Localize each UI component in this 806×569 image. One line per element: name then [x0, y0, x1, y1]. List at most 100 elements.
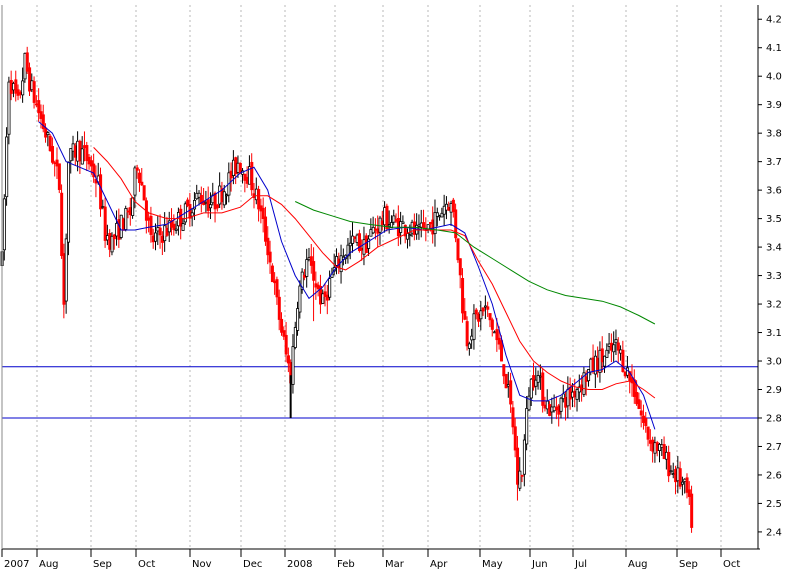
candle-body — [238, 162, 242, 174]
candle-body — [646, 426, 650, 440]
candle-body — [51, 146, 55, 163]
candle-body — [293, 327, 297, 348]
x-tick-label-6: 2008 — [287, 559, 312, 569]
candle-body — [25, 52, 29, 72]
candle-body — [53, 162, 57, 165]
candle-body — [573, 390, 577, 398]
candle-body — [635, 391, 639, 405]
candle-body — [541, 372, 545, 406]
candle-body — [286, 355, 290, 364]
x-tick-label-13: Aug — [628, 559, 648, 569]
y-tick-label-13: 3.7 — [766, 157, 782, 168]
candle-body — [568, 386, 572, 400]
candle-body — [538, 375, 542, 378]
candle-body — [314, 283, 318, 288]
candle-body — [206, 199, 210, 211]
candle-body — [231, 159, 235, 176]
candle-body — [493, 331, 497, 334]
candle-body — [325, 294, 329, 301]
candle-body — [39, 111, 43, 119]
candle-body — [307, 257, 311, 261]
candle-body — [671, 473, 675, 475]
candle-body — [18, 92, 22, 95]
candle-body — [639, 410, 643, 416]
candle-body — [678, 468, 682, 487]
candle-body — [99, 174, 103, 210]
x-tick-label-12: Jul — [574, 559, 587, 569]
candle-body — [291, 346, 295, 385]
x-tick-label-3: Oct — [138, 559, 155, 569]
candle-body — [92, 163, 96, 178]
candle-body — [7, 81, 11, 135]
candle-body — [690, 493, 694, 528]
candle-body — [474, 309, 478, 315]
candle-body — [115, 222, 119, 237]
candle-body — [536, 375, 540, 383]
candle-body — [584, 376, 588, 382]
candle-body — [80, 148, 84, 165]
candle-body — [390, 222, 394, 229]
candle-body — [67, 161, 71, 243]
candle-body — [215, 204, 219, 209]
candle-body — [621, 349, 625, 373]
candle-body — [335, 256, 339, 266]
candle-body — [600, 348, 604, 363]
candle-body — [419, 222, 423, 228]
candle-body — [623, 371, 627, 377]
candle-body — [488, 313, 492, 321]
candle-body — [674, 469, 678, 483]
candle-body — [369, 229, 373, 237]
candle-body — [374, 228, 378, 231]
candle-body — [321, 293, 325, 304]
candle-body — [504, 373, 508, 389]
candle-body — [371, 226, 375, 234]
candle-body — [190, 212, 194, 217]
candle-body — [138, 172, 142, 184]
candle-body — [135, 167, 139, 171]
candle-body — [667, 451, 671, 477]
candle-body — [653, 442, 657, 454]
candle-body — [71, 143, 75, 152]
candle-body — [513, 426, 517, 451]
candle-body — [557, 405, 561, 415]
candle-body — [596, 357, 600, 372]
x-tick-label-4: Nov — [192, 559, 212, 569]
candle-body — [406, 233, 410, 240]
candle-body — [655, 442, 659, 451]
candle-body — [490, 319, 494, 330]
candle-body — [302, 274, 306, 278]
candle-body — [575, 389, 579, 400]
candle-body — [362, 239, 366, 255]
candle-body — [222, 191, 226, 206]
y-tick-label-11: 3.5 — [766, 214, 782, 225]
candle-body — [32, 81, 36, 103]
candle-body — [357, 233, 361, 251]
candle-body — [257, 189, 261, 210]
candle-body — [529, 378, 533, 399]
candle-body — [147, 217, 151, 221]
candle-body — [447, 206, 451, 211]
candle-body — [316, 284, 320, 290]
candle-body — [76, 140, 80, 162]
candle-body — [605, 349, 609, 358]
candle-body — [566, 388, 570, 407]
candle-body — [385, 205, 389, 230]
y-axis: 2.4 2.5 2.6 2.7 2.8 2.9 3.0 3.1 3.2 3.3 3.4 3.5 3.6 3… — [758, 15, 782, 538]
y-tick-label-1: 2.5 — [766, 499, 782, 510]
candle-body — [44, 127, 48, 138]
y-tick-label-12: 3.6 — [766, 186, 782, 197]
candle-body — [483, 305, 487, 308]
candle-body — [339, 255, 343, 273]
candle-body — [451, 199, 455, 212]
candle-body — [55, 159, 59, 167]
candle-body — [9, 79, 13, 94]
candle-body — [479, 310, 483, 320]
candle-body — [394, 219, 398, 222]
candle-body — [112, 234, 116, 240]
candle-body — [209, 204, 213, 209]
candle-body — [323, 291, 327, 298]
candle-body — [522, 439, 526, 475]
candle-body — [14, 79, 18, 94]
y-tick-label-4: 2.8 — [766, 413, 782, 424]
candle-body — [367, 238, 371, 249]
